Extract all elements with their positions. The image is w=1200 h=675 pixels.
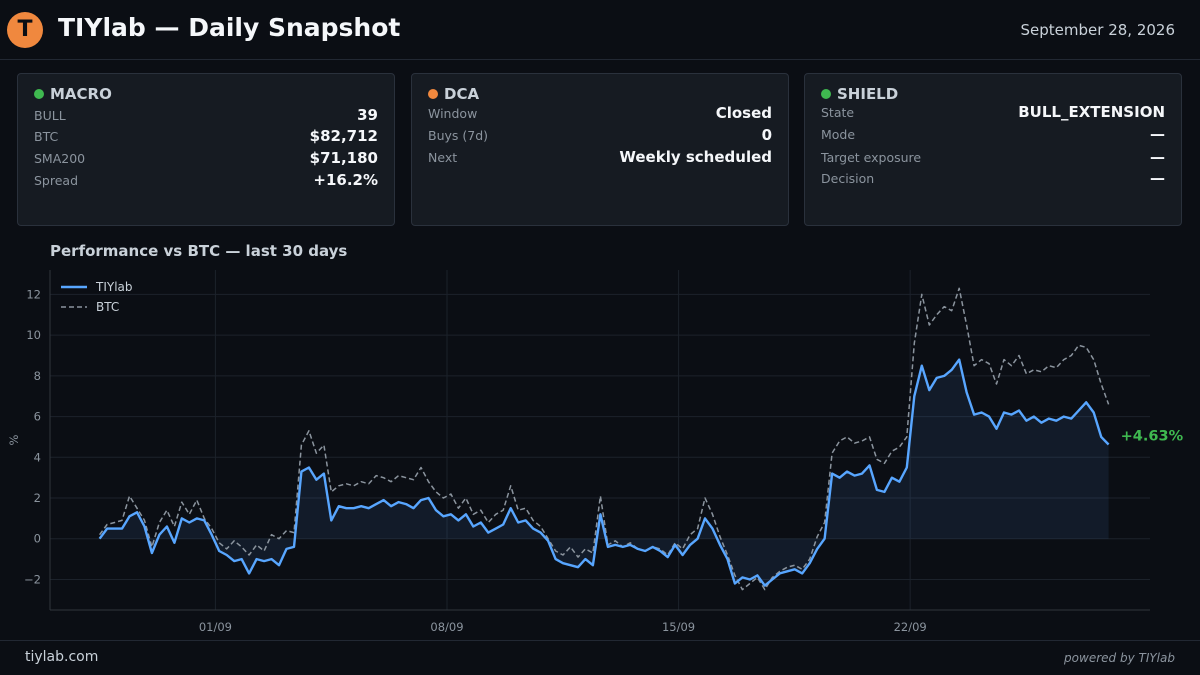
row-label: Buys (7d) [428, 128, 489, 143]
row-label: BTC [34, 129, 59, 144]
card-shield: SHIELD State BULL_EXTENSION Mode — Targe… [804, 73, 1182, 226]
row-value: Closed [715, 104, 772, 122]
row-value: $82,712 [309, 127, 378, 145]
card-title-label: SHIELD [837, 85, 899, 103]
y-tick-label: 2 [34, 491, 41, 505]
row-value: Weekly scheduled [619, 148, 772, 166]
y-tick-label: 0 [34, 532, 41, 546]
row-label: Window [428, 106, 478, 121]
logo-icon: T [7, 12, 43, 48]
row-value: 39 [357, 106, 378, 124]
x-tick-label: 01/09 [199, 620, 232, 634]
y-tick-label: 6 [34, 410, 41, 424]
chart-title: Performance vs BTC — last 30 days [50, 242, 348, 260]
row-label: State [821, 105, 855, 120]
card-row-decision: Decision — [821, 169, 1165, 189]
row-label: BULL [34, 108, 66, 123]
legend-label-btc: BTC [96, 300, 119, 314]
footer: tiylab.com powered by TIYlab [0, 640, 1200, 675]
end-value-label: +4.63% [1121, 428, 1184, 444]
performance-chart: −2 0 2 4 6 8 10 12 01/09 08/09 15/09 22/09% +4.63% T… [7, 270, 1184, 634]
card-macro: MACRO BULL 39 BTC $82,712 SMA200 $71,180… [17, 73, 395, 226]
row-label: Mode [821, 127, 856, 142]
y-tick-label: 12 [26, 287, 41, 301]
series-lines [98, 287, 1110, 591]
tiylab-area [99, 359, 1109, 586]
card-title: SHIELD [821, 85, 898, 103]
card-row-mode: Mode — [821, 125, 1165, 145]
footer-credit: powered by TIYlab [1064, 651, 1175, 665]
y-tick-label: 4 [34, 450, 41, 464]
footer-site-link[interactable]: tiylab.com [25, 649, 99, 665]
row-label: SMA200 [34, 151, 86, 166]
x-tick-label: 15/09 [662, 620, 695, 634]
card-row-next: Next Weekly scheduled [428, 148, 772, 168]
card-row-bull: BULL 39 [34, 106, 378, 126]
row-value: +16.2% [313, 171, 378, 189]
btc-line [98, 287, 1110, 591]
row-value: $71,180 [309, 149, 378, 167]
row-value: — [1150, 148, 1165, 166]
area-fill [99, 359, 1109, 586]
card-row-state: State BULL_EXTENSION [821, 103, 1165, 123]
tiylab-line [98, 358, 1110, 587]
row-value: 0 [761, 126, 772, 144]
status-dot-icon [428, 89, 438, 99]
card-dca: DCA Window Closed Buys (7d) 0 Next Weekl… [411, 73, 789, 226]
row-value: BULL_EXTENSION [1018, 103, 1165, 121]
card-title-label: DCA [444, 85, 480, 103]
legend: TIYlab BTC [61, 280, 133, 314]
y-tick-label: 8 [34, 369, 41, 383]
card-row-window: Window Closed [428, 104, 772, 124]
status-dot-icon [34, 89, 44, 99]
card-row-btc: BTC $82,712 [34, 127, 378, 147]
row-value: — [1150, 125, 1165, 143]
page-title: TIYlab — Daily Snapshot [58, 13, 401, 42]
row-label: Target exposure [821, 150, 922, 165]
y-axis-label: % [7, 434, 21, 445]
x-tick-label: 08/09 [430, 620, 463, 634]
card-row-target-exposure: Target exposure — [821, 148, 1165, 168]
snapshot-date: September 28, 2026 [1020, 21, 1175, 39]
card-row-spread: Spread +16.2% [34, 171, 378, 191]
card-row-sma200: SMA200 $71,180 [34, 149, 378, 169]
row-label: Decision [821, 171, 875, 186]
x-tick-label: 22/09 [894, 620, 927, 634]
card-title: MACRO [34, 85, 112, 103]
status-dot-icon [821, 89, 831, 99]
row-value: — [1150, 169, 1165, 187]
card-title: DCA [428, 85, 479, 103]
row-label: Next [428, 150, 458, 165]
header: T TIYlab — Daily Snapshot September 28, … [0, 0, 1200, 60]
y-tick-label: 10 [26, 328, 41, 342]
card-title-label: MACRO [50, 85, 112, 103]
y-tick-label: −2 [24, 572, 41, 586]
axes: −2 0 2 4 6 8 10 12 01/09 08/09 15/09 22/09% +4.63% [7, 270, 1184, 634]
card-row-buys: Buys (7d) 0 [428, 126, 772, 146]
legend-label-tiylab: TIYlab [95, 280, 133, 294]
row-label: Spread [34, 173, 79, 188]
grid [50, 270, 1150, 610]
